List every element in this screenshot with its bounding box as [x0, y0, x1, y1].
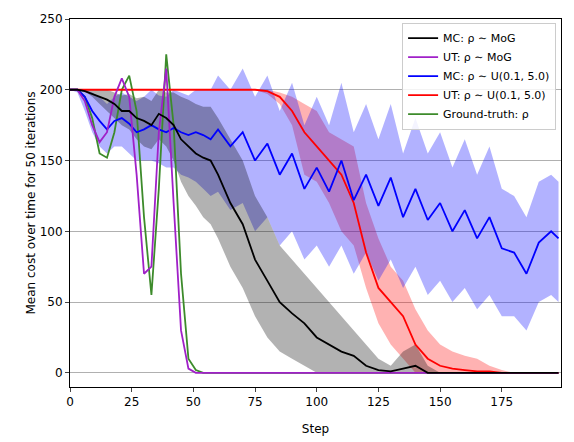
svg-text:Ground-truth: ρ: Ground-truth: ρ	[443, 108, 529, 121]
svg-text:50: 50	[47, 295, 62, 309]
svg-text:Mean cost over time for 50 ite: Mean cost over time for 50 iterations	[24, 91, 38, 314]
svg-text:25: 25	[124, 395, 139, 409]
svg-text:UT: ρ ∼ MoG: UT: ρ ∼ MoG	[443, 51, 512, 64]
svg-text:0: 0	[55, 366, 63, 380]
svg-text:175: 175	[490, 395, 513, 409]
svg-text:125: 125	[367, 395, 390, 409]
svg-text:75: 75	[247, 395, 262, 409]
svg-text:0: 0	[66, 395, 74, 409]
svg-text:150: 150	[40, 154, 63, 168]
svg-text:MC: ρ ∼ U(0.1, 5.0): MC: ρ ∼ U(0.1, 5.0)	[443, 70, 549, 83]
svg-text:150: 150	[429, 395, 452, 409]
svg-text:100: 100	[40, 225, 63, 239]
svg-text:100: 100	[305, 395, 328, 409]
svg-text:UT: ρ ∼ U(0.1, 5.0): UT: ρ ∼ U(0.1, 5.0)	[443, 89, 546, 102]
svg-text:50: 50	[186, 395, 201, 409]
svg-text:250: 250	[40, 12, 63, 26]
svg-text:MC: ρ ∼ MoG: MC: ρ ∼ MoG	[443, 32, 515, 45]
svg-text:200: 200	[40, 83, 63, 97]
svg-text:Step: Step	[302, 422, 329, 436]
